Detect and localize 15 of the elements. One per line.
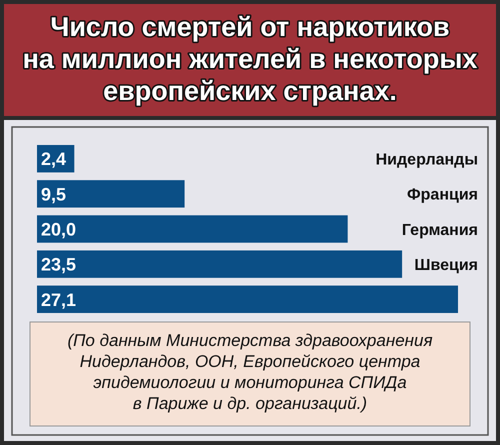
- data-label: 27,1: [41, 290, 76, 310]
- bar: [37, 215, 348, 243]
- y-tick-label: Германия: [402, 222, 478, 239]
- data-label: 23,5: [41, 254, 76, 275]
- chart-title: Число смертей от наркотиков на миллион жителей в некоторых европейских странах.: [22, 12, 478, 106]
- bar: [37, 286, 458, 313]
- y-tick-label: Франция: [407, 186, 478, 204]
- data-label: 20,0: [41, 219, 76, 240]
- bar: [37, 180, 185, 208]
- y-tick-label: Нидерланды: [376, 151, 478, 168]
- text: (По данным Министерства здравоохранения Нидерландов, ООН, Европейского центра эпидемиологии и мониторинга СПИДа в Париже и др. организаций.): [67, 331, 433, 413]
- y-tick-label: Швеция: [414, 256, 478, 274]
- data-label: 9,5: [41, 184, 66, 204]
- bar: [37, 250, 402, 278]
- data-label: 2,4: [41, 149, 66, 170]
